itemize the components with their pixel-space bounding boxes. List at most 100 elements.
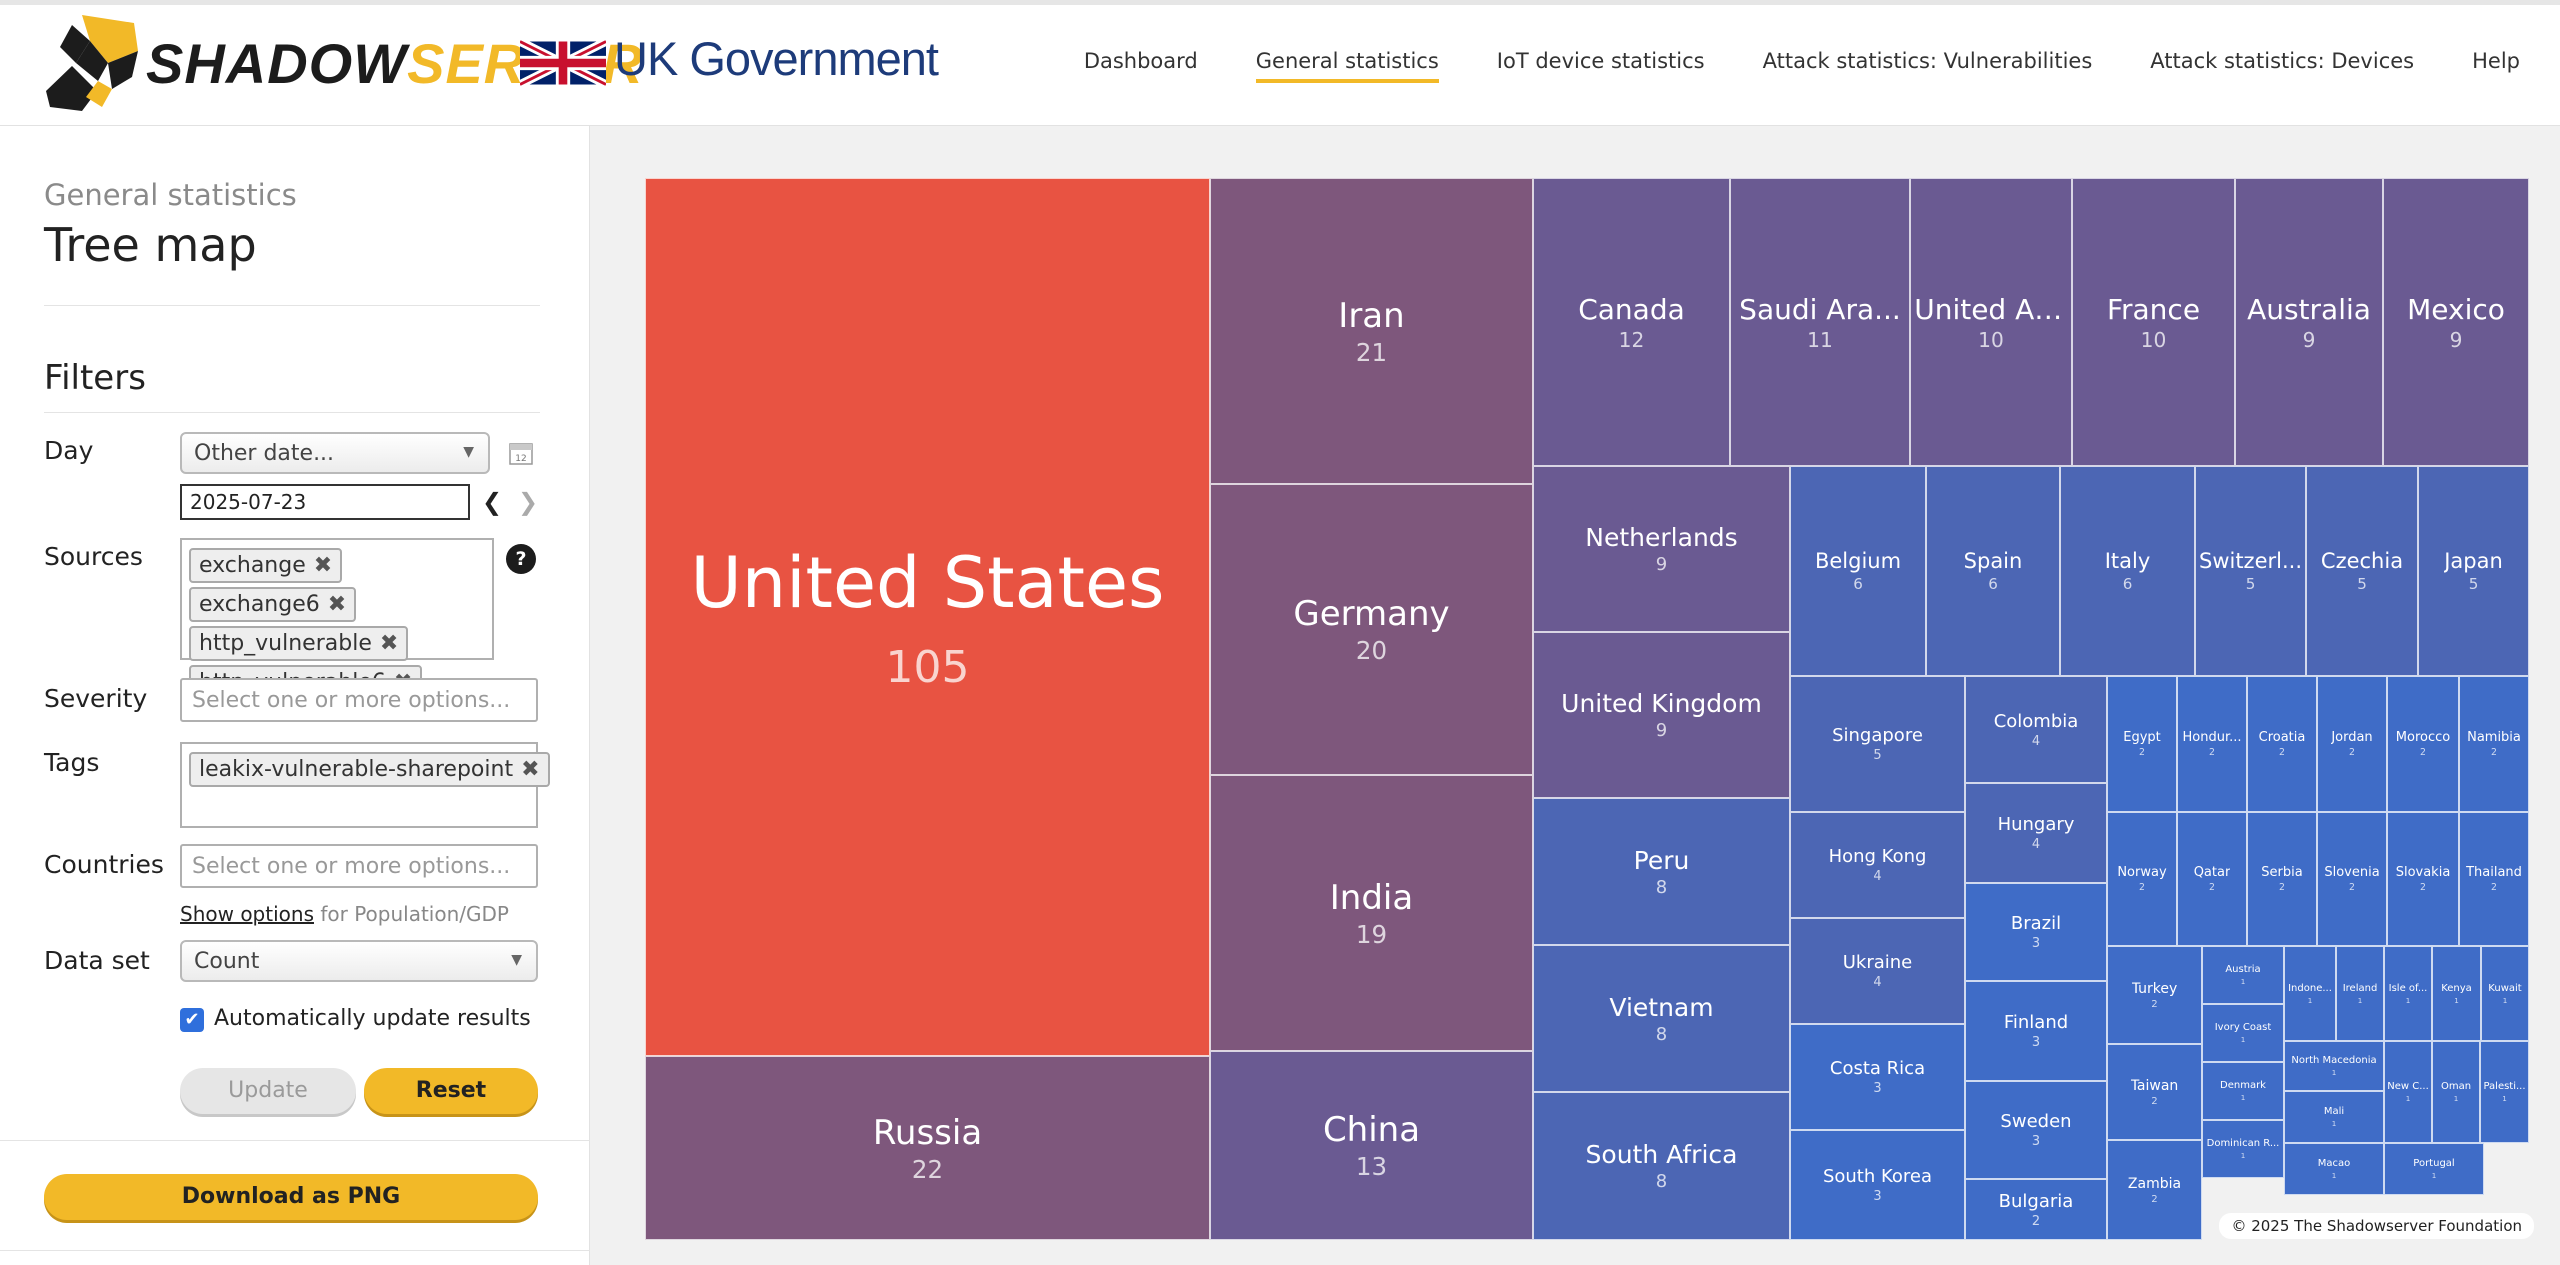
tags-multiselect[interactable]: leakix-vulnerable-sharepoint ✖: [180, 742, 550, 828]
dataset-select[interactable]: Count ▼: [180, 940, 538, 982]
treemap-cell-mexico[interactable]: Mexico 9: [2383, 178, 2529, 466]
treemap-cell-macao[interactable]: Macao 1: [2284, 1143, 2384, 1195]
treemap-cell-morocco[interactable]: Morocco 2: [2387, 676, 2459, 812]
countries-multiselect[interactable]: Select one or more options...: [180, 844, 538, 888]
day-select[interactable]: Other date... ▼: [180, 432, 490, 474]
treemap-cell-norway[interactable]: Norway 2: [2107, 812, 2177, 946]
remove-icon[interactable]: ✖: [327, 592, 347, 617]
treemap-cell-kuwait[interactable]: Kuwait 1: [2481, 946, 2529, 1041]
treemap-cell-switzerl[interactable]: Switzerl... 5: [2195, 466, 2306, 676]
treemap-cell-zambia[interactable]: Zambia 2: [2107, 1140, 2202, 1240]
treemap-cell-ireland[interactable]: Ireland 1: [2336, 946, 2384, 1041]
treemap-cell-singapore[interactable]: Singapore 5: [1790, 676, 1965, 812]
reset-button[interactable]: Reset: [364, 1068, 538, 1114]
sources-multiselect[interactable]: exchange ✖ exchange6 ✖ http_vulnerable ✖ htt…: [180, 538, 494, 700]
chevron-left-icon[interactable]: ❮: [482, 488, 503, 516]
chevron-right-icon[interactable]: ❯: [518, 488, 539, 516]
treemap-cell-kenya[interactable]: Kenya 1: [2432, 946, 2481, 1041]
nav-attack-devices[interactable]: Attack statistics: Devices: [2150, 49, 2415, 73]
download-png-button[interactable]: Download as PNG: [44, 1174, 538, 1220]
treemap-cell-oman[interactable]: Oman 1: [2432, 1041, 2480, 1143]
treemap-cell-slovakia[interactable]: Slovakia 2: [2387, 812, 2459, 946]
treemap-cell-colombia[interactable]: Colombia 4: [1965, 676, 2107, 783]
treemap-cell-slovenia[interactable]: Slovenia 2: [2317, 812, 2387, 946]
treemap-cell-label: Czechia: [2320, 549, 2404, 573]
treemap-cell-japan[interactable]: Japan 5: [2418, 466, 2529, 676]
treemap-cell-denmark[interactable]: Denmark 1: [2202, 1062, 2284, 1120]
show-options-link[interactable]: Show options: [180, 902, 314, 926]
nav-help[interactable]: Help: [2472, 49, 2520, 73]
nav-general-statistics[interactable]: General statistics: [1255, 49, 1439, 83]
treemap-cell-portugal[interactable]: Portugal 1: [2384, 1143, 2484, 1195]
treemap-cell-croatia[interactable]: Croatia 2: [2247, 676, 2317, 812]
nav-dashboard[interactable]: Dashboard: [1083, 49, 1198, 73]
treemap-cell-iran[interactable]: Iran 21: [1210, 178, 1533, 484]
treemap-cell-turkey[interactable]: Turkey 2: [2107, 946, 2202, 1044]
shadowserver-logo-icon[interactable]: [42, 11, 142, 111]
treemap-cell-mali[interactable]: Mali 1: [2284, 1091, 2384, 1143]
update-button[interactable]: Update: [180, 1068, 356, 1114]
treemap-cell-egypt[interactable]: Egypt 2: [2107, 676, 2177, 812]
treemap-cell-value: 5: [2245, 575, 2256, 593]
severity-multiselect[interactable]: Select one or more options...: [180, 678, 538, 722]
treemap-cell-label: Saudi Ara...: [1739, 292, 1901, 326]
treemap-cell-united-kingdom[interactable]: United Kingdom 9: [1533, 632, 1790, 798]
treemap-cell-united-ar[interactable]: United Ar... 10: [1910, 178, 2072, 466]
treemap-cell-serbia[interactable]: Serbia 2: [2247, 812, 2317, 946]
remove-icon[interactable]: ✖: [379, 631, 399, 656]
nav-iot-device-statistics[interactable]: IoT device statistics: [1496, 49, 1705, 73]
help-icon[interactable]: ?: [506, 544, 536, 574]
treemap-cell-canada[interactable]: Canada 12: [1533, 178, 1730, 466]
treemap-cell-sweden[interactable]: Sweden 3: [1965, 1081, 2107, 1179]
treemap-cell-united-states[interactable]: United States 105: [645, 178, 1210, 1056]
treemap-cell-brazil[interactable]: Brazil 3: [1965, 883, 2107, 981]
treemap-cell-thailand[interactable]: Thailand 2: [2459, 812, 2529, 946]
treemap-cell-namibia[interactable]: Namibia 2: [2459, 676, 2529, 812]
treemap-cell-hondur[interactable]: Hondur... 2: [2177, 676, 2247, 812]
treemap-cell-hong-kong[interactable]: Hong Kong 4: [1790, 812, 1965, 918]
remove-icon[interactable]: ✖: [313, 553, 333, 578]
treemap-cell-italy[interactable]: Italy 6: [2060, 466, 2195, 676]
treemap-cell-costa-rica[interactable]: Costa Rica 3: [1790, 1024, 1965, 1130]
breadcrumb[interactable]: General statistics: [44, 178, 297, 212]
treemap-cell-ukraine[interactable]: Ukraine 4: [1790, 918, 1965, 1024]
treemap-cell-isle-of[interactable]: Isle of... 1: [2384, 946, 2432, 1041]
treemap-cell-hungary[interactable]: Hungary 4: [1965, 783, 2107, 883]
treemap-cell-russia[interactable]: Russia 22: [645, 1056, 1210, 1240]
treemap-cell-austria[interactable]: Austria 1: [2202, 946, 2284, 1004]
treemap-cell-indone[interactable]: Indone... 1: [2284, 946, 2336, 1041]
treemap-cell-palesti[interactable]: Palesti... 1: [2480, 1041, 2529, 1143]
treemap-cell-south-korea[interactable]: South Korea 3: [1790, 1130, 1965, 1240]
treemap-cell-ivory-coast[interactable]: Ivory Coast 1: [2202, 1004, 2284, 1062]
treemap-cell-netherlands[interactable]: Netherlands 9: [1533, 466, 1790, 632]
nav-attack-vulnerabilities[interactable]: Attack statistics: Vulnerabilities: [1762, 49, 2093, 73]
treemap-cell-germany[interactable]: Germany 20: [1210, 484, 1533, 775]
treemap-cell-belgium[interactable]: Belgium 6: [1790, 466, 1926, 676]
treemap-cell-bulgaria[interactable]: Bulgaria 2: [1965, 1179, 2107, 1240]
treemap-cell-china[interactable]: China 13: [1210, 1051, 1533, 1240]
treemap-cell-australia[interactable]: Australia 9: [2235, 178, 2383, 466]
source-tag: exchange ✖: [189, 548, 343, 583]
treemap-cell-vietnam[interactable]: Vietnam 8: [1533, 945, 1790, 1092]
treemap-cell-label: United Kingdom: [1561, 689, 1762, 718]
date-input[interactable]: 2025-07-23: [180, 484, 470, 520]
treemap-cell-north-macedonia[interactable]: North Macedonia 1: [2284, 1041, 2384, 1091]
treemap-cell-taiwan[interactable]: Taiwan 2: [2107, 1044, 2202, 1140]
remove-icon[interactable]: ✖: [521, 757, 540, 782]
treemap-cell-value: 1: [2331, 1068, 2337, 1077]
treemap-cell-czechia[interactable]: Czechia 5: [2306, 466, 2418, 676]
treemap-cell-saudi-ara[interactable]: Saudi Ara... 11: [1730, 178, 1910, 466]
treemap-cell-spain[interactable]: Spain 6: [1926, 466, 2060, 676]
treemap-cell-finland[interactable]: Finland 3: [1965, 981, 2107, 1081]
treemap-cell-south-africa[interactable]: South Africa 8: [1533, 1092, 1790, 1240]
treemap-cell-india[interactable]: India 19: [1210, 775, 1533, 1051]
auto-update-checkbox[interactable]: ✔: [180, 1008, 204, 1032]
treemap-cell-jordan[interactable]: Jordan 2: [2317, 676, 2387, 812]
calendar-icon[interactable]: 12: [508, 440, 534, 466]
treemap-cell-france[interactable]: France 10: [2072, 178, 2235, 466]
treemap-cell-label: Morocco: [2395, 730, 2451, 745]
treemap-cell-dominican-r[interactable]: Dominican R... 1: [2202, 1120, 2284, 1178]
treemap-cell-new-c[interactable]: New C... 1: [2384, 1041, 2432, 1143]
treemap-cell-qatar[interactable]: Qatar 2: [2177, 812, 2247, 946]
treemap-cell-peru[interactable]: Peru 8: [1533, 798, 1790, 945]
